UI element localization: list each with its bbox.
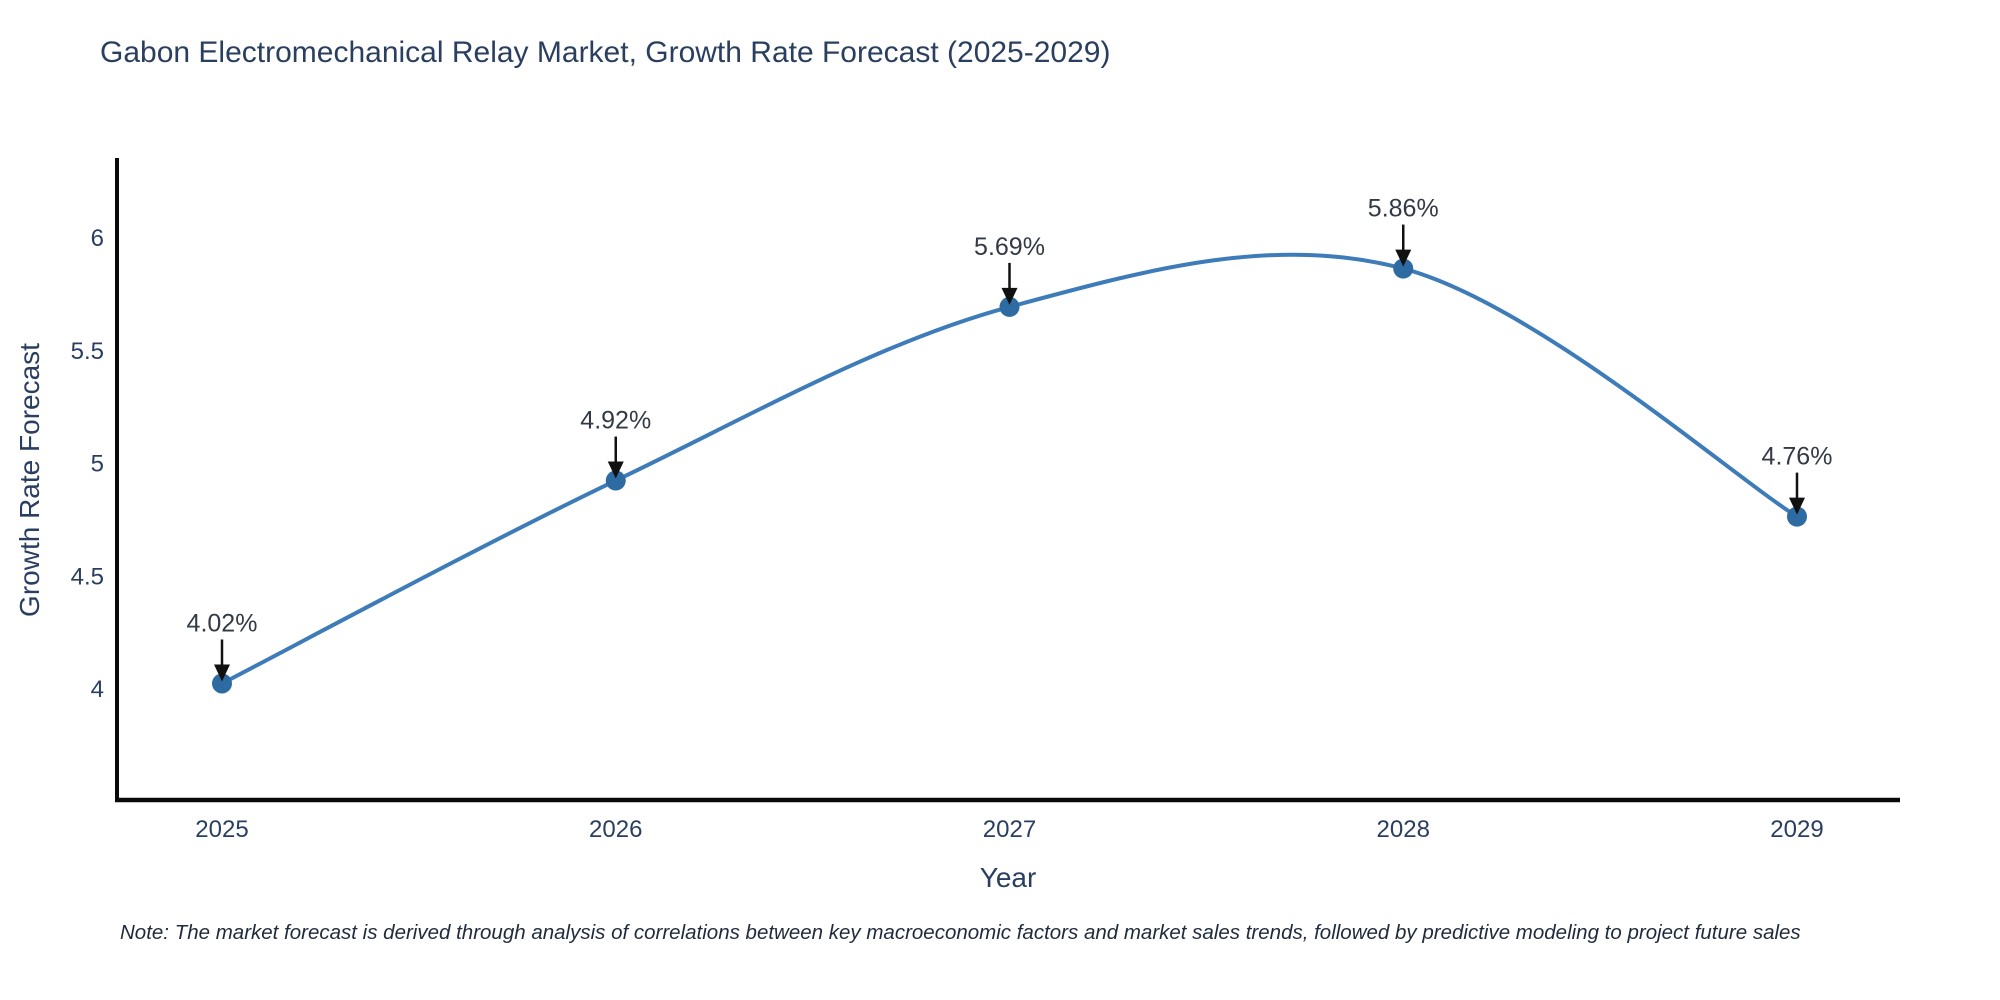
x-tick-label: 2027	[983, 816, 1036, 843]
annotation-arrowhead	[1789, 497, 1805, 515]
footnote: Note: The market forecast is derived thr…	[120, 921, 1801, 944]
annotation-arrowhead	[1001, 287, 1018, 305]
y-tick-label: 6	[91, 225, 104, 252]
data-point-marker	[999, 296, 1020, 317]
data-point-marker	[212, 673, 232, 694]
point-label: 5.69%	[974, 233, 1045, 261]
forecast-line	[220, 252, 1799, 686]
y-tick-label: 5	[91, 451, 104, 478]
annotation-arrowhead	[214, 664, 230, 682]
x-tick-label: 2029	[1770, 816, 1823, 843]
point-label: 4.92%	[580, 407, 651, 435]
annotation-arrowhead	[1395, 249, 1412, 267]
y-tick-label: 4	[91, 676, 104, 703]
y-tick-label: 5.5	[71, 338, 104, 365]
data-point-marker	[605, 470, 626, 491]
point-label: 4.02%	[187, 609, 258, 637]
point-label: 4.76%	[1762, 443, 1833, 471]
annotation-arrowhead	[607, 461, 624, 479]
point-label: 5.86%	[1368, 195, 1439, 223]
chart-title: Gabon Electromechanical Relay Market, Gr…	[100, 36, 1111, 69]
y-tick-label: 4.5	[71, 563, 104, 590]
data-point-marker	[1787, 506, 1807, 527]
x-tick-label: 2025	[195, 816, 248, 843]
x-axis-title: Year	[979, 862, 1037, 893]
data-point-marker	[1393, 258, 1414, 279]
x-tick-label: 2028	[1377, 816, 1430, 843]
x-tick-label: 2026	[589, 816, 642, 843]
